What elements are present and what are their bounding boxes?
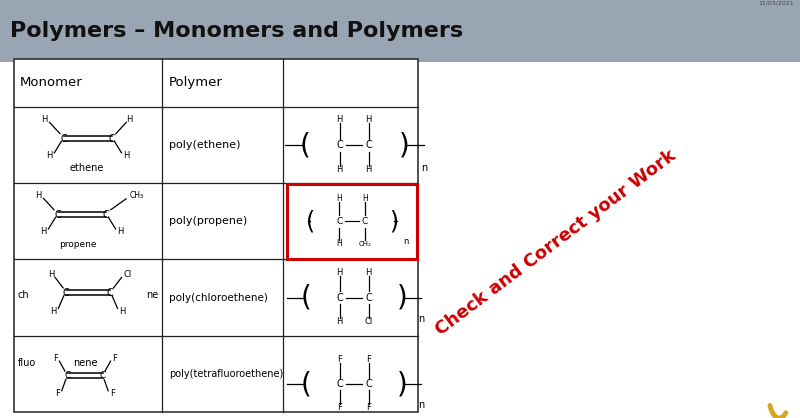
Text: C: C <box>336 140 343 150</box>
Text: C: C <box>62 288 69 298</box>
Text: C: C <box>336 293 343 303</box>
Text: F: F <box>55 389 60 398</box>
Text: ): ) <box>390 209 398 233</box>
Text: H: H <box>118 227 123 237</box>
Text: (: ( <box>301 370 311 398</box>
Text: C: C <box>336 379 343 389</box>
Text: H: H <box>366 165 372 174</box>
Text: ethene: ethene <box>69 163 103 173</box>
Text: Polymer: Polymer <box>169 76 222 89</box>
Text: poly(chloroethene): poly(chloroethene) <box>169 293 267 303</box>
Text: F: F <box>338 403 342 412</box>
Text: CH₂: CH₂ <box>358 242 371 247</box>
Text: H: H <box>337 165 343 174</box>
Text: H: H <box>48 270 54 279</box>
Text: ch: ch <box>18 291 30 301</box>
Text: n: n <box>404 237 409 246</box>
Text: (: ( <box>306 209 314 233</box>
Text: H: H <box>337 194 342 203</box>
Text: n: n <box>422 163 427 173</box>
Text: ne: ne <box>146 291 158 301</box>
Text: H: H <box>337 317 343 326</box>
Text: F: F <box>53 354 58 363</box>
Text: H: H <box>41 227 46 237</box>
Text: F: F <box>338 355 342 364</box>
Text: CH₃: CH₃ <box>130 191 143 200</box>
Text: H: H <box>35 191 41 200</box>
Text: ): ) <box>398 131 409 159</box>
Text: nene: nene <box>74 358 98 368</box>
Text: C: C <box>365 293 372 303</box>
Text: C: C <box>99 371 106 380</box>
Text: H: H <box>366 115 372 124</box>
Text: F: F <box>366 355 371 364</box>
Text: Check and Correct your Work: Check and Correct your Work <box>432 146 680 339</box>
Text: C: C <box>365 379 372 389</box>
Text: H: H <box>362 194 368 203</box>
Text: fluo: fluo <box>18 358 36 368</box>
Text: H: H <box>126 115 133 124</box>
Text: poly(ethene): poly(ethene) <box>169 140 240 150</box>
Text: propene: propene <box>59 240 97 249</box>
Text: C: C <box>365 140 372 150</box>
Text: ): ) <box>397 283 407 311</box>
Text: H: H <box>119 307 126 316</box>
Text: Cl: Cl <box>365 317 373 326</box>
Text: H: H <box>337 268 343 277</box>
Text: H: H <box>50 307 57 316</box>
Text: Polymers – Monomers and Polymers: Polymers – Monomers and Polymers <box>10 21 462 41</box>
Text: H: H <box>337 115 343 124</box>
Text: H: H <box>366 268 372 277</box>
Text: C: C <box>64 371 70 380</box>
Text: ): ) <box>397 370 407 398</box>
Text: 11/03/2021: 11/03/2021 <box>758 1 794 6</box>
Text: poly(tetrafluoroethene): poly(tetrafluoroethene) <box>169 369 283 379</box>
Text: C: C <box>102 210 110 220</box>
Text: F: F <box>112 354 117 363</box>
Text: H: H <box>123 151 130 160</box>
Text: (: ( <box>299 131 310 159</box>
Text: F: F <box>366 403 371 412</box>
Text: C: C <box>109 134 115 144</box>
Text: C: C <box>336 217 342 226</box>
Text: C: C <box>61 134 67 144</box>
Text: H: H <box>337 239 342 248</box>
Text: C: C <box>362 217 368 226</box>
Bar <box>14 59 418 412</box>
Text: C: C <box>54 210 62 220</box>
Text: Cl: Cl <box>124 270 132 279</box>
Text: F: F <box>110 389 114 398</box>
Text: C: C <box>107 288 114 298</box>
Text: H: H <box>41 115 47 124</box>
Bar <box>0 0 800 62</box>
Text: poly(propene): poly(propene) <box>169 217 247 227</box>
Text: (: ( <box>301 283 311 311</box>
Text: n: n <box>418 400 424 410</box>
Text: H: H <box>46 151 53 160</box>
Bar <box>287 184 417 259</box>
Text: n: n <box>418 314 424 324</box>
Text: Monomer: Monomer <box>20 76 82 89</box>
